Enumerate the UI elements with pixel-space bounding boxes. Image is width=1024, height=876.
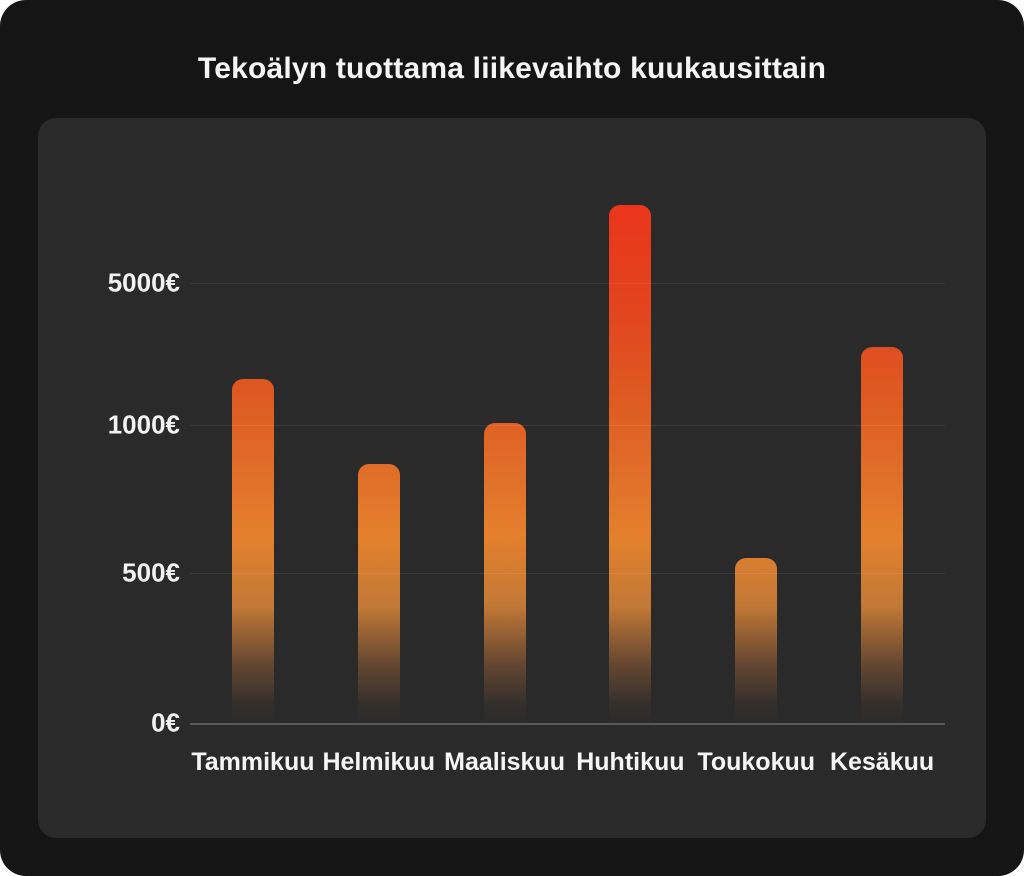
bar-column bbox=[442, 140, 568, 723]
bar-tammikuu bbox=[231, 378, 274, 723]
bar-column bbox=[693, 140, 819, 723]
bar-column bbox=[316, 140, 442, 723]
bars-layer bbox=[190, 140, 945, 723]
gridline bbox=[190, 425, 945, 427]
y-axis-tick-label: 0€ bbox=[151, 707, 180, 738]
chart-title: Tekoälyn tuottama liikevaihto kuukausitt… bbox=[197, 52, 827, 85]
x-axis-label: Maaliskuu bbox=[444, 748, 565, 776]
bar-toukokuu bbox=[735, 558, 778, 723]
gridline bbox=[190, 573, 945, 575]
gridline bbox=[190, 282, 945, 284]
y-axis-tick-label: 5000€ bbox=[107, 267, 180, 298]
x-axis-label: Kesäkuu bbox=[829, 748, 935, 776]
x-axis-line bbox=[190, 723, 945, 725]
plot-area bbox=[190, 140, 945, 725]
bar-huhtikuu bbox=[609, 204, 652, 723]
x-axis-label: Toukokuu bbox=[697, 748, 816, 776]
bar-column bbox=[567, 140, 693, 723]
bar-column bbox=[190, 140, 316, 723]
bar-helmikuu bbox=[357, 463, 400, 723]
bar-column bbox=[819, 140, 945, 723]
x-axis-labels: Tammikuu Helmikuu Maaliskuu Huhtikuu Toukoku… bbox=[190, 748, 945, 777]
x-axis-label: Tammikuu bbox=[191, 748, 315, 776]
chart-panel: Tammikuu Helmikuu Maaliskuu Huhtikuu Toukoku… bbox=[38, 118, 986, 838]
x-axis-label: Helmikuu bbox=[322, 748, 435, 776]
y-axis-tick-label: 1000€ bbox=[107, 409, 180, 440]
bar-maaliskuu bbox=[483, 423, 526, 723]
bar-kesäkuu bbox=[861, 346, 904, 723]
x-axis-label: Huhtikuu bbox=[576, 748, 685, 776]
y-axis-tick-label: 500€ bbox=[122, 557, 180, 588]
